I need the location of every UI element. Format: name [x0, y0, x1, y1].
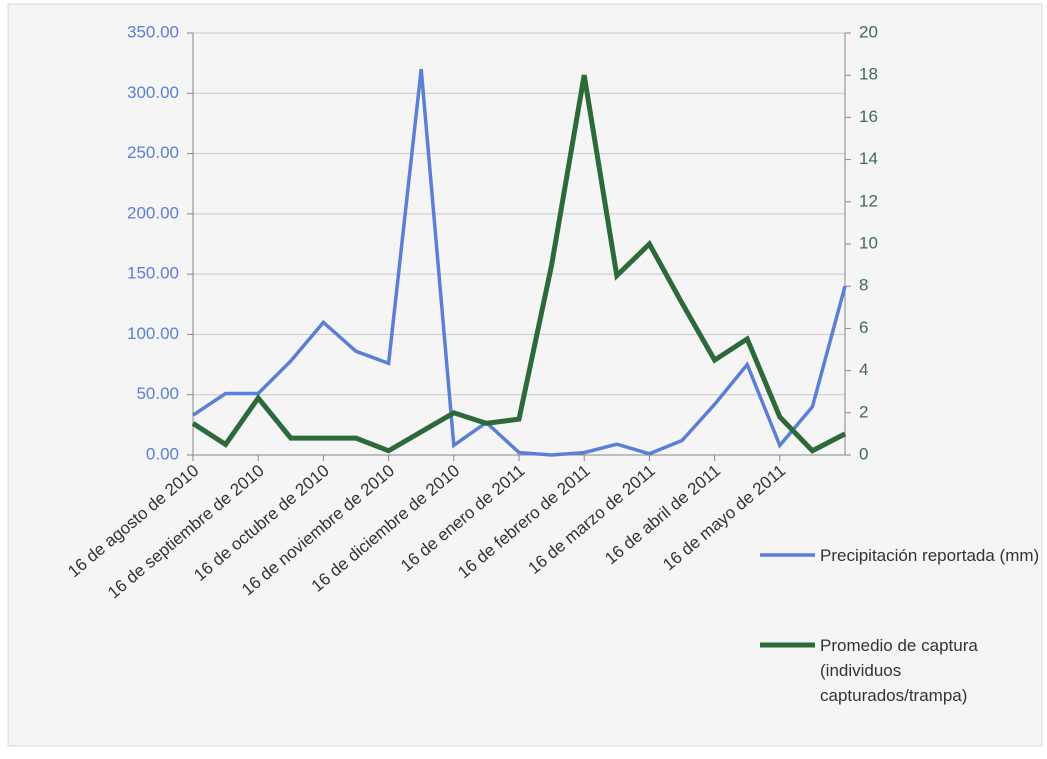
y-tick-label: 300.00: [127, 83, 179, 102]
y2-tick-label: 6: [859, 318, 868, 337]
y2-tick-label: 14: [859, 149, 878, 168]
y2-tick-label: 18: [859, 65, 878, 84]
y2-tick-label: 0: [859, 444, 868, 463]
y-tick-label: 0.00: [146, 444, 179, 463]
y-tick-label: 150.00: [127, 264, 179, 283]
y2-tick-label: 8: [859, 276, 868, 295]
y2-tick-label: 2: [859, 402, 868, 421]
chart-background: [7, 3, 1043, 747]
y2-tick-label: 12: [859, 191, 878, 210]
series-line: [191, 74, 847, 454]
y2-tick-label: 20: [859, 22, 878, 41]
y-tick-label: 200.00: [127, 203, 179, 222]
y2-tick-label: 16: [859, 107, 878, 126]
legend-label: Promedio de captura (individuos capturad…: [820, 636, 978, 705]
y2-tick-label: 4: [859, 360, 868, 379]
series-line: [192, 68, 847, 457]
legend-label: Precipitación reportada (mm): [820, 546, 1040, 565]
y2-tick-label: 10: [859, 233, 878, 252]
y-tick-label: 50.00: [136, 384, 179, 403]
y-tick-label: 250.00: [127, 143, 179, 162]
y-tick-label: 100.00: [127, 324, 179, 343]
y-tick-label: 350.00: [127, 22, 179, 41]
